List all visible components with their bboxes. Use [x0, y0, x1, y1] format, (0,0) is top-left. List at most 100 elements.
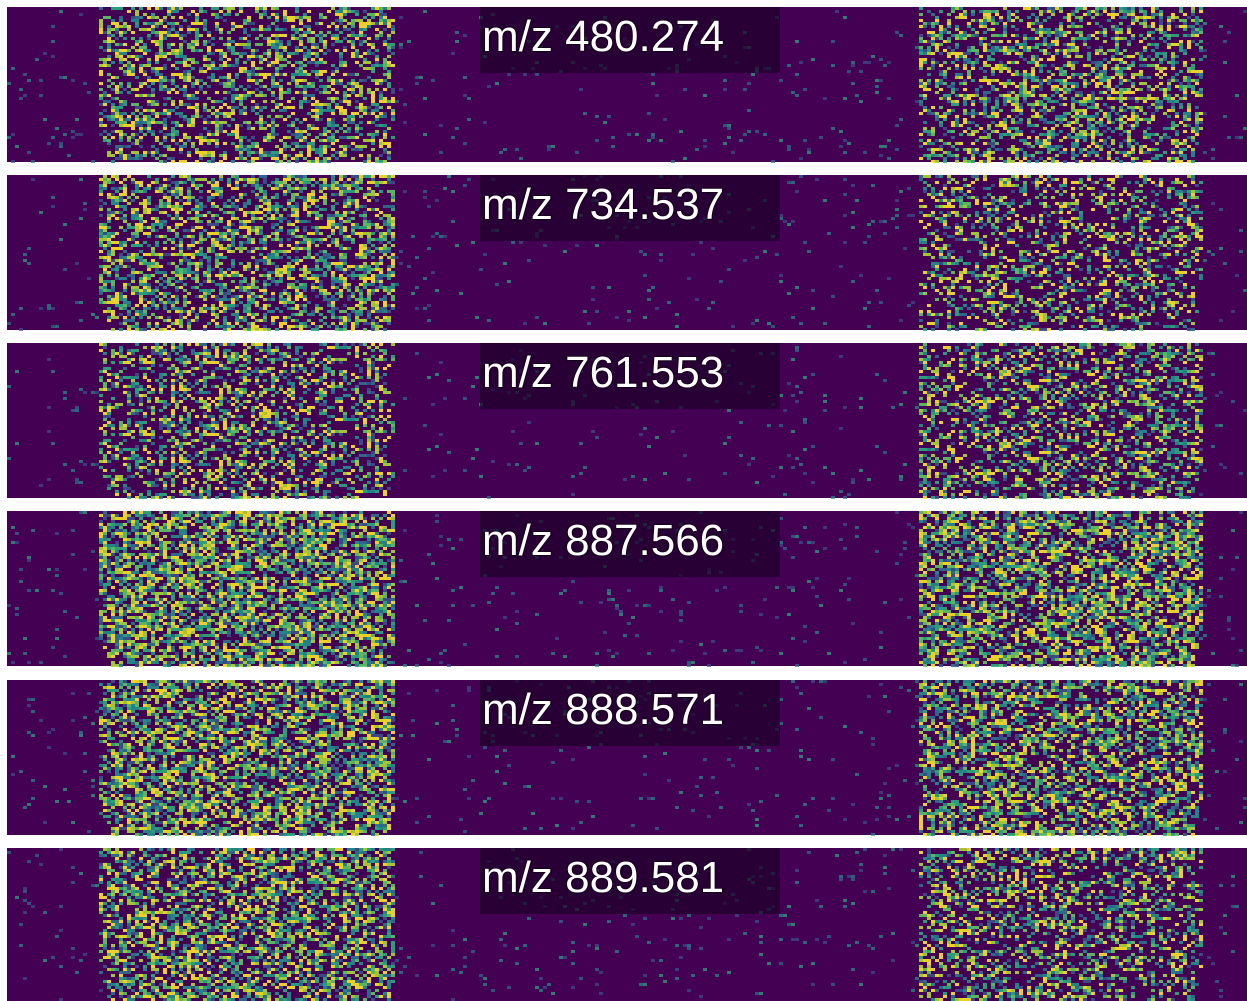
intensity-pixel: [51, 25, 55, 28]
intensity-pixel: [303, 46, 307, 49]
intensity-pixel: [179, 34, 183, 37]
intensity-pixel: [267, 124, 271, 127]
intensity-pixel: [1115, 58, 1119, 61]
intensity-pixel: [991, 70, 995, 73]
intensity-pixel: [847, 142, 851, 145]
intensity-pixel: [175, 55, 179, 58]
intensity-pixel: [923, 85, 927, 88]
intensity-pixel: [147, 232, 151, 235]
intensity-pixel: [799, 157, 803, 160]
intensity-pixel: [1091, 10, 1095, 13]
intensity-pixel: [1119, 145, 1123, 148]
intensity-pixel: [375, 118, 379, 121]
intensity-pixel: [147, 49, 151, 52]
intensity-pixel: [219, 52, 223, 55]
intensity-pixel: [375, 34, 379, 37]
intensity-pixel: [1067, 82, 1071, 85]
intensity-pixel: [1147, 85, 1151, 88]
intensity-pixel: [19, 88, 23, 91]
intensity-pixel: [175, 133, 179, 136]
intensity-pixel: [83, 202, 87, 205]
intensity-pixel: [387, 127, 391, 130]
intensity-pixel: [1071, 22, 1075, 25]
intensity-pixel: [259, 106, 263, 109]
intensity-pixel: [375, 181, 379, 184]
intensity-pixel: [923, 121, 927, 124]
intensity-pixel: [119, 85, 123, 88]
intensity-pixel: [971, 151, 975, 154]
intensity-pixel: [155, 190, 159, 193]
intensity-pixel: [299, 196, 303, 199]
intensity-pixel: [135, 223, 139, 226]
intensity-pixel: [155, 157, 159, 160]
intensity-pixel: [383, 112, 387, 115]
intensity-pixel: [1147, 55, 1151, 58]
intensity-pixel: [291, 16, 295, 19]
intensity-pixel: [899, 118, 903, 121]
intensity-pixel: [1107, 61, 1111, 64]
intensity-pixel: [979, 85, 983, 88]
intensity-pixel: [855, 199, 859, 202]
intensity-pixel: [1035, 85, 1039, 88]
intensity-pixel: [1031, 94, 1035, 97]
intensity-pixel: [967, 58, 971, 61]
intensity-pixel: [1199, 28, 1203, 31]
intensity-pixel: [1175, 43, 1179, 46]
intensity-pixel: [1191, 19, 1195, 22]
intensity-pixel: [1203, 22, 1207, 25]
intensity-pixel: [271, 205, 275, 208]
intensity-pixel: [463, 184, 467, 187]
intensity-pixel: [251, 226, 255, 229]
intensity-pixel: [179, 112, 183, 115]
intensity-pixel: [271, 91, 275, 94]
intensity-pixel: [51, 55, 55, 58]
intensity-pixel: [311, 226, 315, 229]
intensity-pixel: [975, 211, 979, 214]
intensity-pixel: [135, 103, 139, 106]
intensity-pixel: [1079, 193, 1083, 196]
intensity-pixel: [1171, 16, 1175, 19]
intensity-pixel: [947, 151, 951, 154]
intensity-pixel: [271, 124, 275, 127]
intensity-pixel: [199, 22, 203, 25]
intensity-pixel: [259, 109, 263, 112]
intensity-pixel: [155, 217, 159, 220]
intensity-pixel: [307, 25, 311, 28]
intensity-pixel: [367, 157, 371, 160]
intensity-pixel: [147, 208, 151, 211]
intensity-pixel: [171, 187, 175, 190]
intensity-pixel: [315, 100, 319, 103]
intensity-pixel: [339, 112, 343, 115]
intensity-pixel: [967, 34, 971, 37]
intensity-pixel: [1171, 64, 1175, 67]
intensity-pixel: [187, 217, 191, 220]
intensity-pixel: [1011, 61, 1015, 64]
intensity-pixel: [143, 220, 147, 223]
intensity-pixel: [303, 229, 307, 232]
intensity-pixel: [927, 73, 931, 76]
intensity-pixel: [1075, 55, 1079, 58]
intensity-pixel: [195, 97, 199, 100]
intensity-pixel: [987, 64, 991, 67]
intensity-pixel: [263, 199, 267, 202]
intensity-pixel: [303, 31, 307, 34]
intensity-pixel: [879, 58, 883, 61]
intensity-pixel: [1195, 22, 1199, 25]
intensity-pixel: [1055, 79, 1059, 82]
intensity-pixel: [1023, 187, 1027, 190]
intensity-pixel: [383, 115, 387, 118]
intensity-pixel: [1055, 67, 1059, 70]
intensity-pixel: [1139, 151, 1143, 154]
intensity-pixel: [255, 10, 259, 13]
intensity-pixel: [39, 94, 43, 97]
intensity-pixel: [123, 217, 127, 220]
intensity-pixel: [1199, 121, 1203, 124]
intensity-pixel: [955, 100, 959, 103]
intensity-pixel: [119, 157, 123, 160]
intensity-pixel: [139, 154, 143, 157]
intensity-pixel: [143, 151, 147, 154]
intensity-pixel: [235, 124, 239, 127]
intensity-pixel: [1003, 160, 1007, 163]
intensity-pixel: [1039, 103, 1043, 106]
intensity-pixel: [287, 229, 291, 232]
